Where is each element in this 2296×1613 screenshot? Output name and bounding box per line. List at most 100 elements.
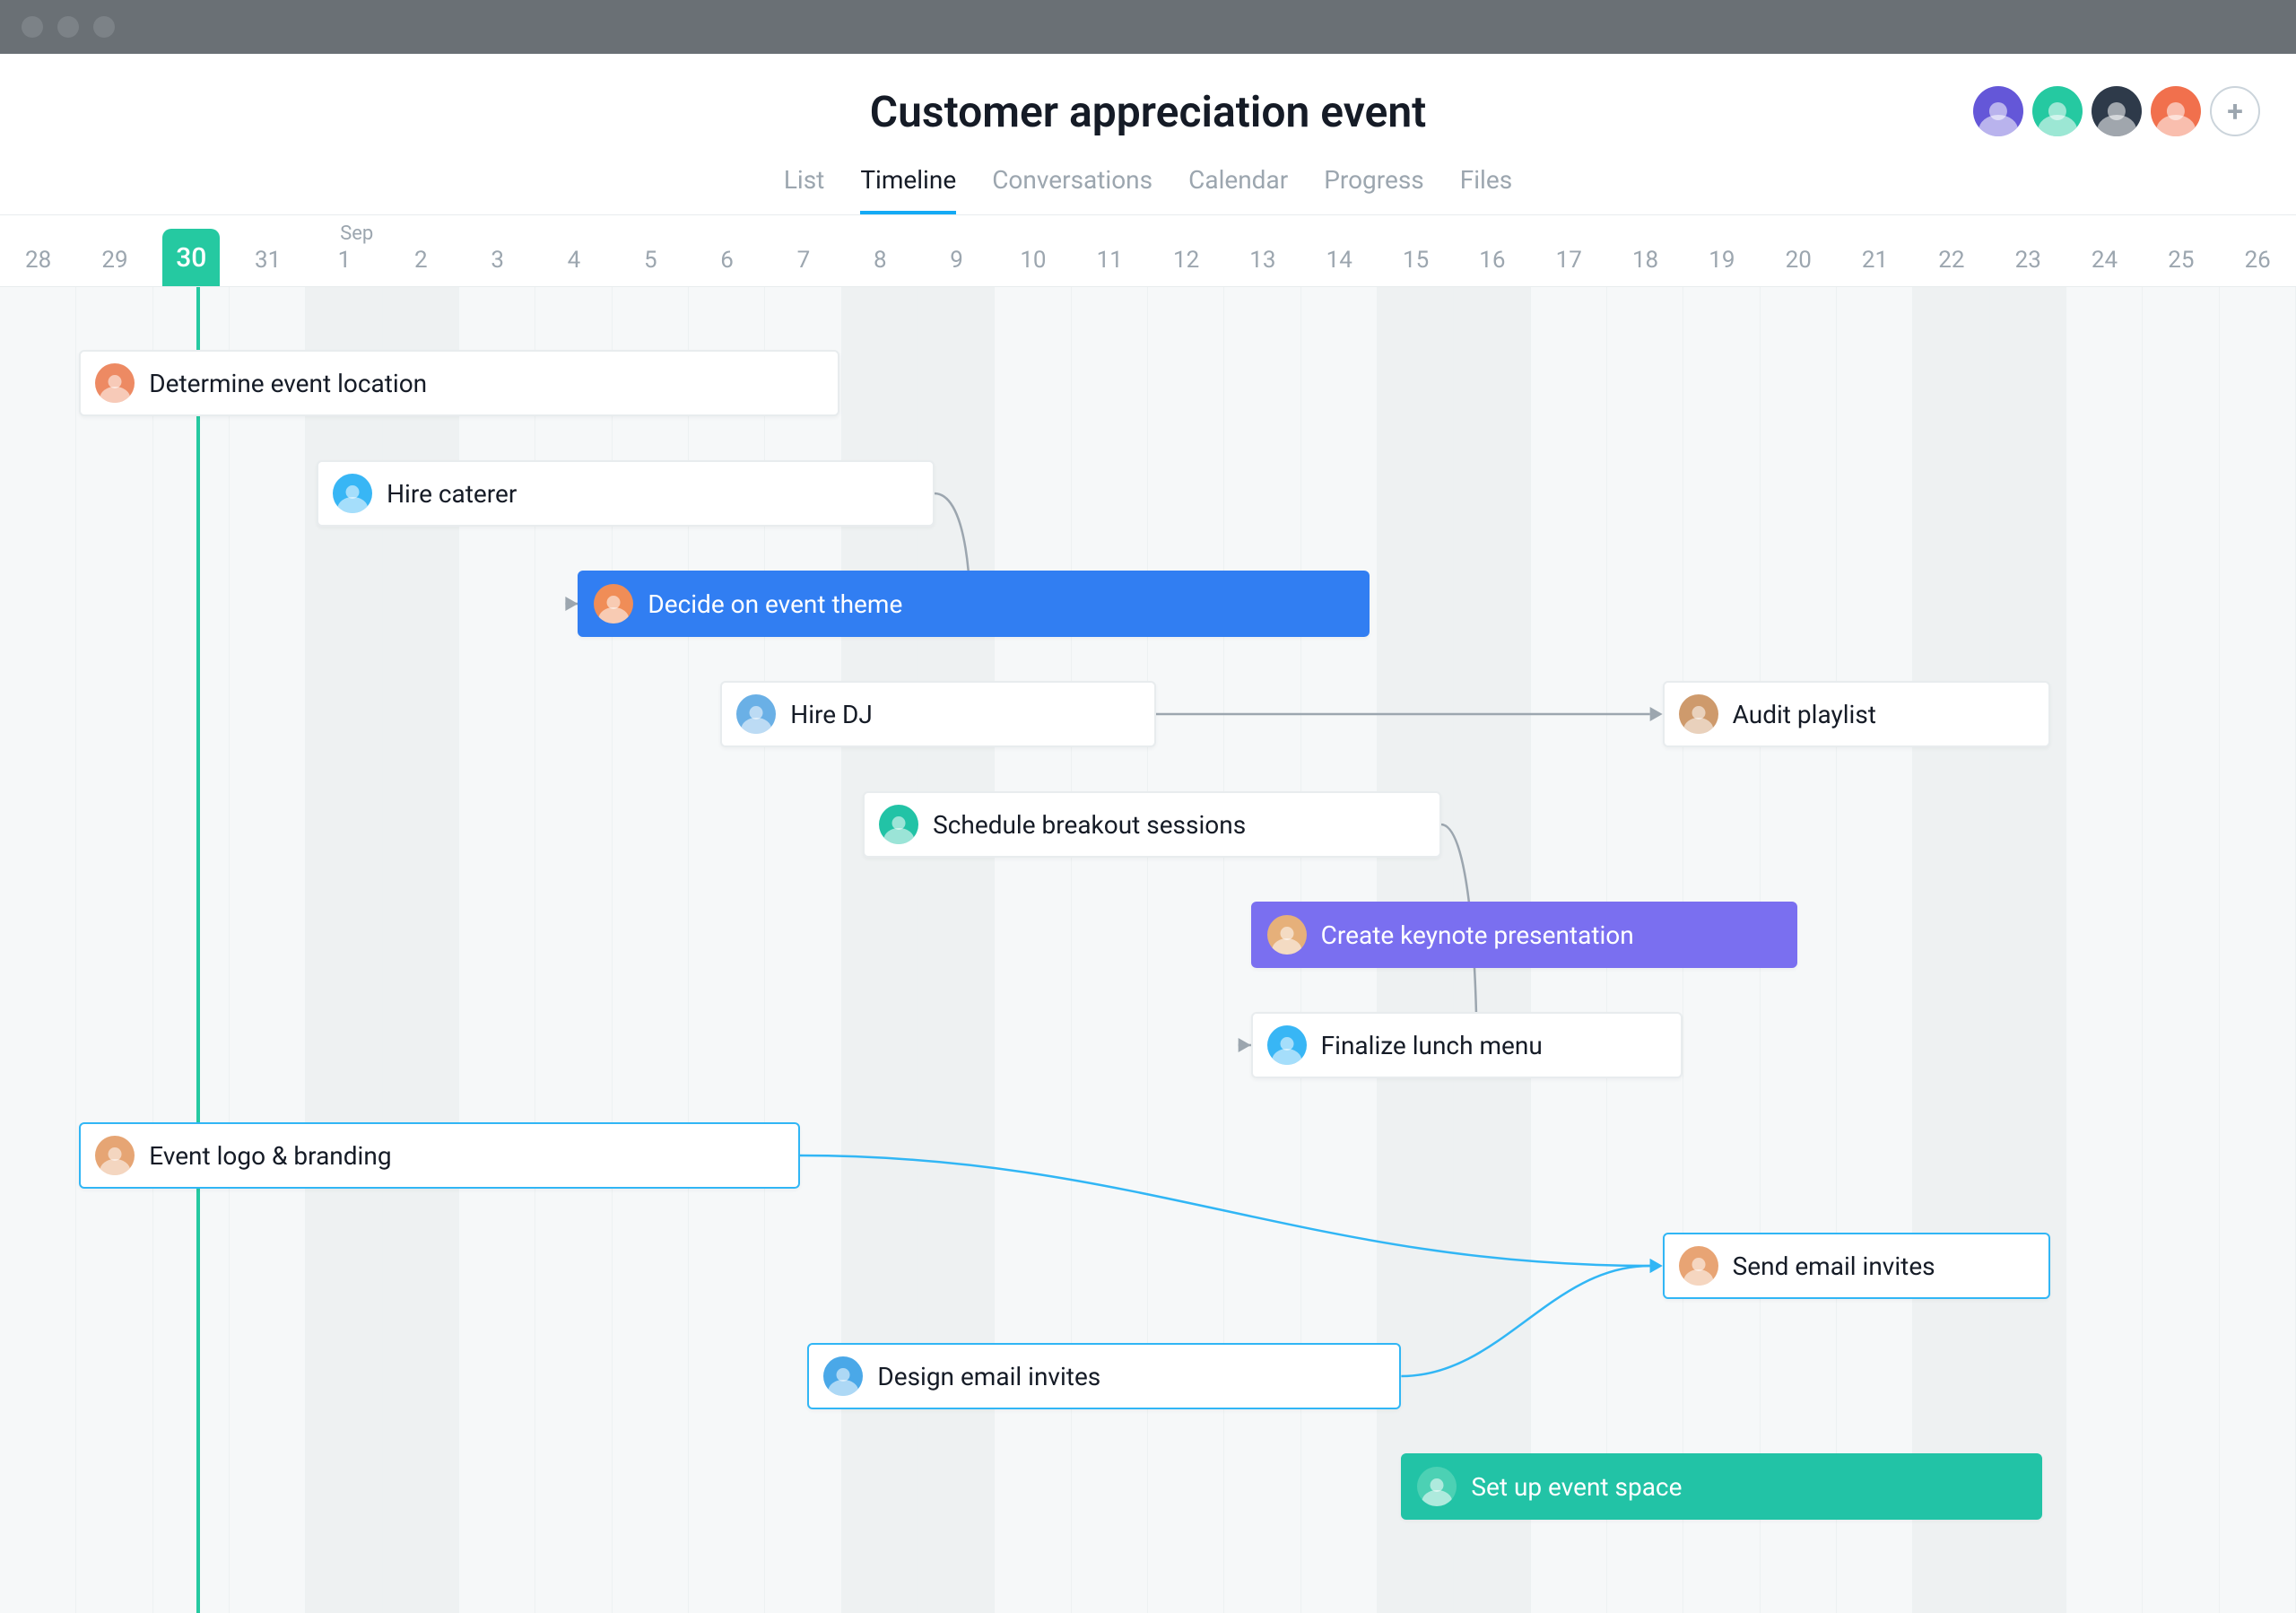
date-cell: 24 [2066,215,2143,286]
member-avatar[interactable] [1973,86,2023,136]
date-cell: 5 [613,215,689,286]
assignee-avatar[interactable] [1267,1025,1307,1065]
date-cell: 17 [1531,215,1607,286]
task-label: Event logo & branding [149,1141,391,1171]
task-bar[interactable]: Finalize lunch menu [1251,1012,1683,1078]
task-label: Decide on event theme [648,589,902,619]
grid-column [1148,287,1224,1613]
date-number: 12 [1173,247,1199,274]
date-number: 13 [1249,247,1275,274]
tab-calendar[interactable]: Calendar [1188,165,1288,214]
task-label: Hire DJ [790,700,873,729]
task-label: Finalize lunch menu [1321,1031,1543,1060]
month-label: Sep [340,222,373,245]
window-titlebar [0,0,2296,54]
date-number: 8 [874,247,887,274]
date-number: 4 [568,247,581,274]
assignee-avatar[interactable] [95,1136,135,1175]
assignee-avatar[interactable] [1417,1467,1457,1506]
assignee-avatar[interactable] [333,474,372,513]
assignee-avatar[interactable] [823,1356,863,1396]
task-bar[interactable]: Schedule breakout sessions [863,791,1440,858]
task-bar[interactable]: Create keynote presentation [1251,902,1797,968]
date-number: 21 [1862,247,1888,274]
tab-timeline[interactable]: Timeline [860,165,956,214]
date-cell: 23 [1990,215,2066,286]
grid-column [153,287,230,1613]
date-number: 6 [720,247,734,274]
assignee-avatar[interactable] [95,363,135,403]
assignee-avatar[interactable] [1679,1246,1718,1286]
date-number: 18 [1632,247,1658,274]
window-zoom-icon[interactable] [93,16,115,38]
date-cell: 10 [995,215,1071,286]
date-number: 31 [255,247,281,274]
date-number: 9 [950,247,963,274]
date-cell: 13 [1224,215,1300,286]
task-label: Set up event space [1471,1472,1682,1502]
grid-column [1913,287,1989,1613]
task-label: Schedule breakout sessions [933,810,1246,840]
window-minimize-icon[interactable] [57,16,79,38]
task-bar[interactable]: Determine event location [79,350,839,416]
date-number: 14 [1326,247,1352,274]
date-cell: 22 [1913,215,1989,286]
tab-list[interactable]: List [784,165,825,214]
date-number: 19 [1709,247,1735,274]
task-label: Design email invites [877,1362,1100,1391]
window-close-icon[interactable] [22,16,43,38]
date-cell: 7 [765,215,841,286]
task-label: Determine event location [149,369,427,398]
assignee-avatar[interactable] [879,805,918,844]
date-cell: 12 [1148,215,1224,286]
grid-column [0,287,76,1613]
date-number: 15 [1403,247,1429,274]
date-cell: 31 [230,215,306,286]
date-cell: 26 [2220,215,2296,286]
date-cell: 18 [1607,215,1683,286]
task-bar[interactable]: Design email invites [807,1343,1401,1409]
task-label: Send email invites [1733,1251,1935,1281]
date-cell: 15 [1378,215,1454,286]
date-number: 10 [1020,247,1046,274]
app-window: Customer appreciation event + ListTimeli… [0,0,2296,1613]
grid-column [230,287,306,1613]
task-bar[interactable]: Send email invites [1663,1233,2051,1299]
date-cell: 20 [1761,215,1837,286]
grid-column [76,287,152,1613]
task-bar[interactable]: Audit playlist [1663,681,2051,747]
grid-column [2143,287,2219,1613]
gantt-body[interactable]: Determine event location Hire caterer Deci… [0,287,2296,1613]
assignee-avatar[interactable] [1267,915,1307,955]
date-number: 5 [644,247,657,274]
date-number: 17 [1556,247,1582,274]
date-cell: 9 [918,215,995,286]
date-number: 7 [797,247,811,274]
task-bar[interactable]: Event logo & branding [79,1122,799,1189]
task-bar[interactable]: Hire DJ [720,681,1155,747]
window-traffic-lights [22,16,115,38]
grid-column [1072,287,1148,1613]
member-avatar[interactable] [2151,86,2201,136]
task-bar[interactable]: Hire caterer [317,460,935,527]
date-cell: 11 [1072,215,1148,286]
date-number: 1 [338,247,352,274]
date-number: 20 [1786,247,1812,274]
grid-column [995,287,1071,1613]
add-member-button[interactable]: + [2210,86,2260,136]
task-bar[interactable]: Set up event space [1401,1453,2042,1520]
tab-conversations[interactable]: Conversations [992,165,1152,214]
assignee-avatar[interactable] [736,694,776,734]
tab-files[interactable]: Files [1460,165,1512,214]
assignee-avatar[interactable] [594,584,633,623]
task-label: Create keynote presentation [1321,920,1634,950]
date-cell: 19 [1683,215,1760,286]
member-avatar[interactable] [2092,86,2142,136]
task-bar[interactable]: Decide on event theme [578,571,1370,637]
date-cell: 29 [76,215,152,286]
date-cell: 4 [535,215,612,286]
tab-progress[interactable]: Progress [1324,165,1424,214]
assignee-avatar[interactable] [1679,694,1718,734]
member-avatar[interactable] [2032,86,2083,136]
view-tabs: List Timeline Conversations Calendar Progres… [36,165,2260,214]
